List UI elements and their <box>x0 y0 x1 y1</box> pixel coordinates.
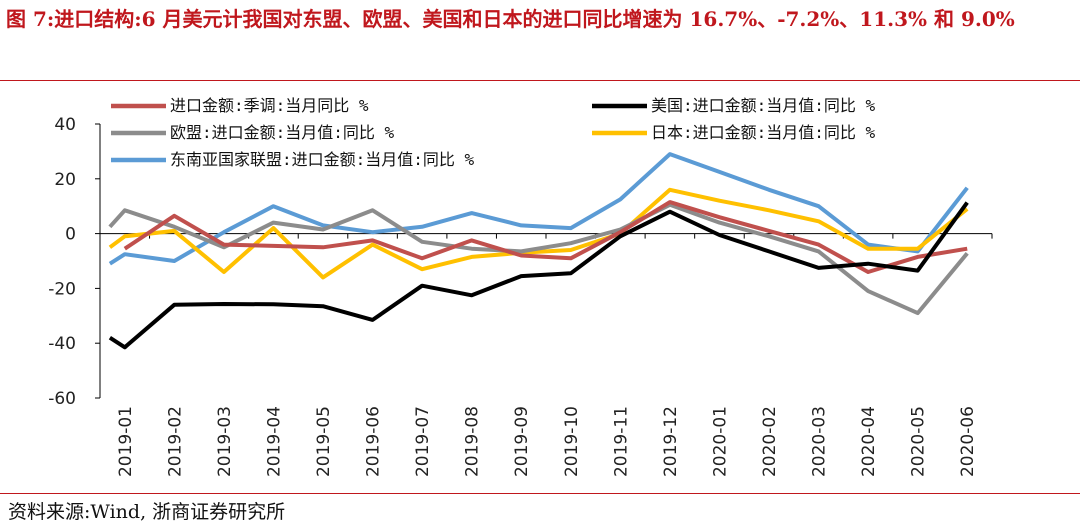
y-tick-label: 0 <box>65 225 76 245</box>
series-line <box>108 202 969 316</box>
source-divider <box>0 493 1080 494</box>
x-tick-label: 2019-01 <box>116 406 136 477</box>
x-tick-label: 2019-06 <box>364 406 384 477</box>
x-tick-label: 2019-02 <box>165 406 185 477</box>
series-line <box>123 200 968 274</box>
x-tick-label: 2020-03 <box>810 406 830 477</box>
x-tick-label: 2019-07 <box>413 406 433 477</box>
x-tick-label: 2019-03 <box>215 406 235 477</box>
series-line <box>108 201 969 350</box>
chart-title: 图 7:进口结构:6 月美元计我国对东盟、欧盟、美国和日本的进口同比增速为 16… <box>6 7 1015 31</box>
x-tick-label: 2019-12 <box>661 406 681 477</box>
legend-label: 进口金额:季调:当月同比 % <box>170 96 369 115</box>
x-tick-label: 2019-10 <box>562 406 582 477</box>
x-tick-label: 2020-06 <box>958 406 978 477</box>
legend-label: 欧盟:进口金额:当月值:同比 % <box>170 123 395 142</box>
x-tick-label: 2020-01 <box>710 406 730 477</box>
legend-label: 东南亚国家联盟:进口金额:当月值:同比 % <box>170 150 475 169</box>
x-tick-label: 2019-04 <box>264 406 284 477</box>
x-tick-label: 2020-05 <box>909 406 929 477</box>
x-tick-label: 2020-04 <box>859 406 879 477</box>
y-tick-label: -40 <box>48 334 76 354</box>
series-line <box>108 152 969 266</box>
chart-series <box>108 152 969 350</box>
y-tick-label: -60 <box>48 389 76 409</box>
title-divider <box>0 80 1080 81</box>
legend-label: 日本:进口金额:当月值:同比 % <box>651 123 876 142</box>
x-tick-label: 2020-02 <box>760 406 780 477</box>
legend-label: 美国:进口金额:当月值:同比 % <box>651 96 876 115</box>
y-tick-label: 20 <box>54 170 76 190</box>
y-tick-label: 40 <box>54 115 76 135</box>
chart-legend: 进口金额:季调:当月同比 % 美国:进口金额:当月值:同比 % 欧盟:进口金额:当月… <box>111 96 876 169</box>
source-note: 资料来源:Wind, 浙商证券研究所 <box>8 501 286 523</box>
x-tick-label: 2019-09 <box>512 406 532 477</box>
x-tick-label: 2019-05 <box>314 406 334 477</box>
x-tick-label: 2019-08 <box>463 406 483 477</box>
y-tick-label: -20 <box>48 279 76 299</box>
chart-axes: -60 -40 -20 0 20 40 2019-01 2019-02 2019-03 2019-… <box>48 115 993 477</box>
x-tick-label: 2019-11 <box>611 406 631 477</box>
